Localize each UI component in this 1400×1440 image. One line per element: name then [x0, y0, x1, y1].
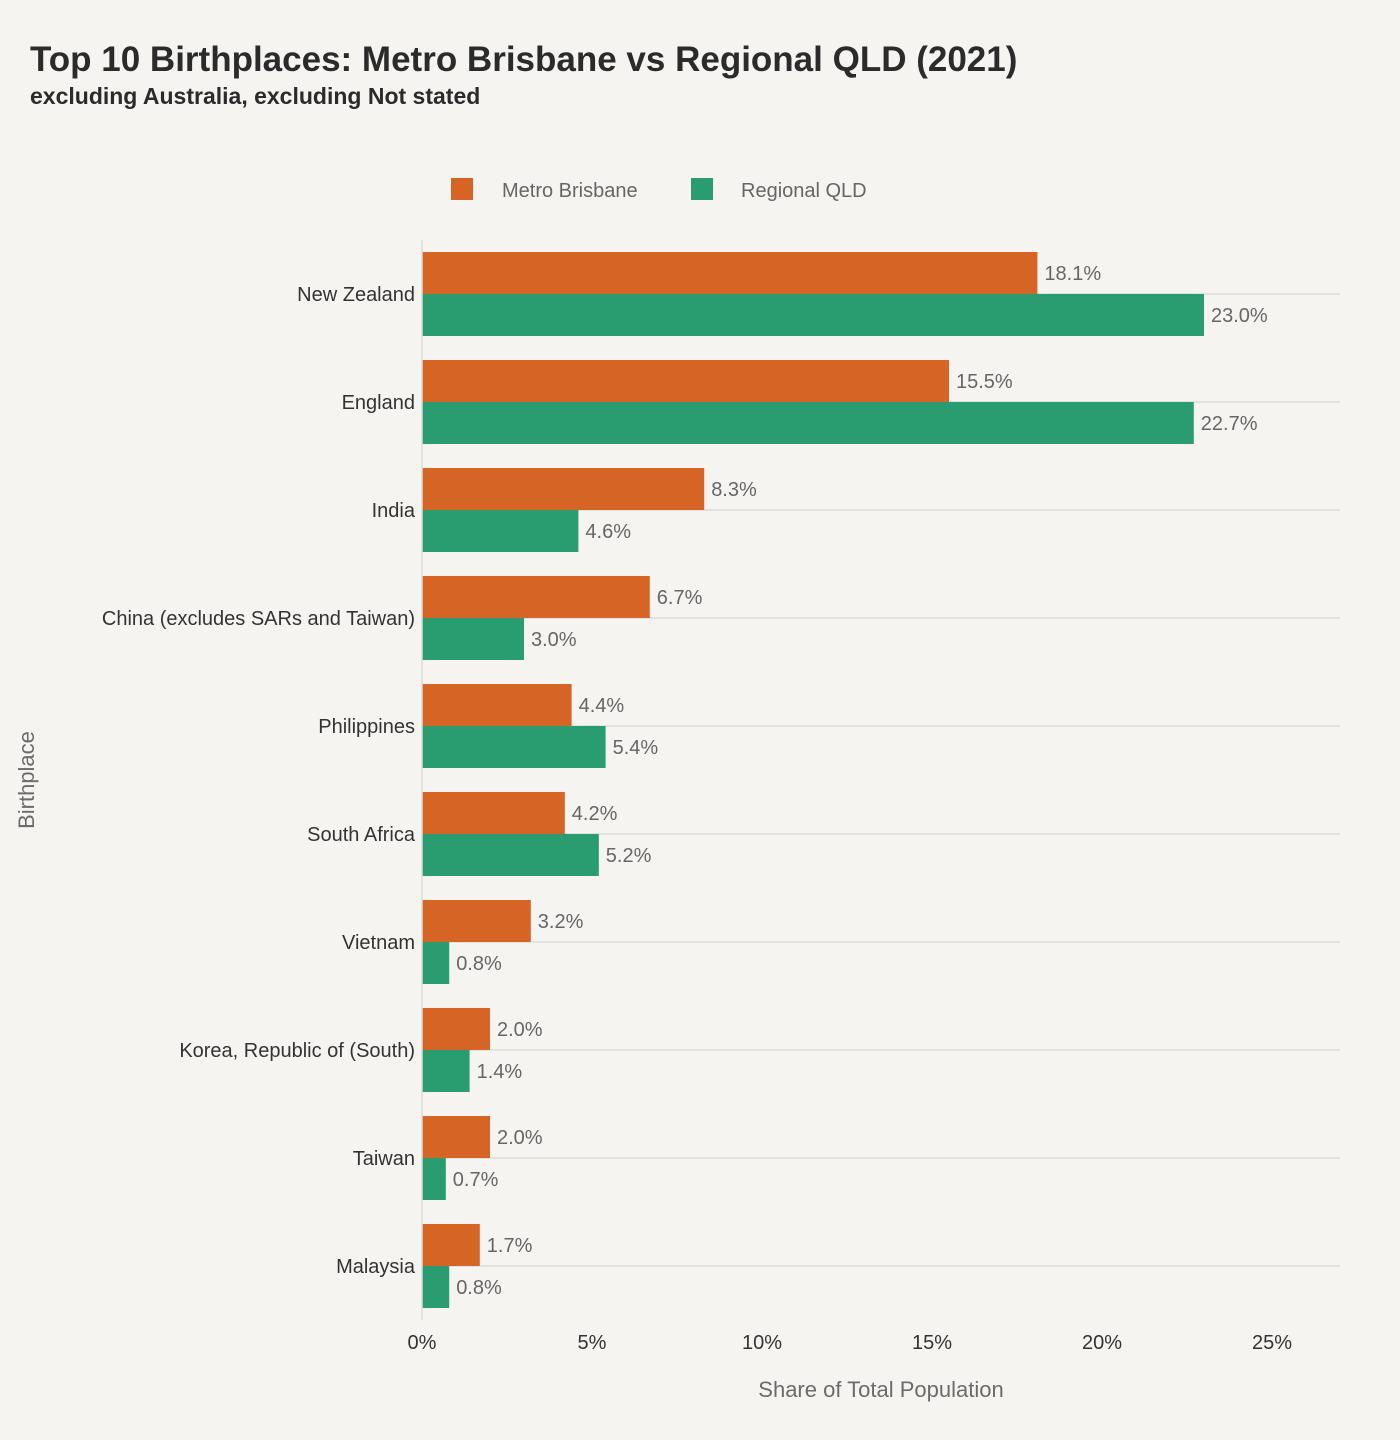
y-tick-label: China (excludes SARs and Taiwan)	[102, 608, 415, 630]
bar-regional-qld	[422, 1050, 470, 1092]
data-label: 22.7%	[1201, 413, 1258, 435]
y-tick-label: England	[342, 392, 415, 414]
data-label: 8.3%	[711, 479, 757, 501]
x-axis-title: Share of Total Population	[758, 1377, 1003, 1402]
data-label: 4.2%	[572, 803, 618, 825]
labels-layer: 18.1% 23.0% 15.5% 22.7% 8.3% 4.6% 6.7% 3.0% 4.4%…	[453, 263, 1268, 1299]
y-tick-label: Taiwan	[353, 1148, 415, 1170]
axes-layer: New Zealand England India China (excludes S…	[14, 240, 1292, 1402]
data-label: 2.0%	[497, 1127, 543, 1149]
data-label: 23.0%	[1211, 305, 1268, 327]
data-label: 6.7%	[657, 587, 703, 609]
bar-regional-qld	[422, 1158, 446, 1200]
bar-regional-qld	[422, 834, 599, 876]
bar-metro-brisbane	[422, 1008, 490, 1050]
chart-title: Top 10 Birthplaces: Metro Brisbane vs Re…	[30, 40, 1018, 79]
legend-swatch	[691, 178, 713, 200]
legend-swatch	[451, 178, 473, 200]
bar-metro-brisbane	[422, 1116, 490, 1158]
bar-metro-brisbane	[422, 1224, 480, 1266]
chart-subtitle: excluding Australia, excluding Not state…	[30, 83, 481, 109]
x-tick-label: 0%	[408, 1332, 437, 1354]
data-label: 3.2%	[538, 911, 584, 933]
y-tick-label: Malaysia	[336, 1256, 416, 1278]
bar-metro-brisbane	[422, 900, 531, 942]
x-tick-label: 15%	[912, 1332, 952, 1354]
bar-metro-brisbane	[422, 252, 1038, 294]
data-label: 5.2%	[606, 845, 652, 867]
data-label: 3.0%	[531, 629, 577, 651]
data-label: 0.8%	[456, 1277, 502, 1299]
data-label: 18.1%	[1044, 263, 1101, 285]
legend-label: Regional QLD	[741, 180, 867, 202]
bar-regional-qld	[422, 1266, 450, 1308]
data-label: 0.8%	[456, 953, 502, 975]
data-label: 5.4%	[613, 737, 659, 759]
bars-layer	[422, 252, 1204, 1308]
bar-metro-brisbane	[422, 360, 949, 402]
bar-regional-qld	[422, 294, 1204, 336]
y-tick-label: New Zealand	[297, 284, 415, 306]
data-label: 2.0%	[497, 1019, 543, 1041]
x-tick-label: 25%	[1252, 1332, 1292, 1354]
bar-regional-qld	[422, 618, 524, 660]
y-tick-label: Philippines	[318, 716, 415, 738]
bar-metro-brisbane	[422, 684, 572, 726]
legend-label: Metro Brisbane	[502, 180, 638, 202]
data-label: 1.4%	[477, 1061, 523, 1083]
data-label: 1.7%	[487, 1235, 533, 1257]
y-tick-label: South Africa	[307, 824, 416, 846]
data-label: 15.5%	[956, 371, 1013, 393]
bar-metro-brisbane	[422, 576, 650, 618]
x-tick-label: 10%	[742, 1332, 782, 1354]
bar-metro-brisbane	[422, 468, 705, 510]
x-tick-label: 20%	[1082, 1332, 1122, 1354]
bar-metro-brisbane	[422, 792, 565, 834]
data-label: 4.4%	[579, 695, 625, 717]
legend: Metro Brisbane Regional QLD	[451, 178, 867, 202]
data-label: 0.7%	[453, 1169, 499, 1191]
data-label: 4.6%	[585, 521, 631, 543]
bar-regional-qld	[422, 726, 606, 768]
bar-regional-qld	[422, 942, 450, 984]
x-tick-label: 5%	[578, 1332, 607, 1354]
y-tick-label: Vietnam	[342, 932, 415, 954]
bar-regional-qld	[422, 510, 579, 552]
bar-regional-qld	[422, 402, 1194, 444]
y-tick-label: India	[372, 500, 416, 522]
y-tick-label: Korea, Republic of (South)	[179, 1040, 415, 1062]
y-axis-title: Birthplace	[14, 731, 39, 829]
